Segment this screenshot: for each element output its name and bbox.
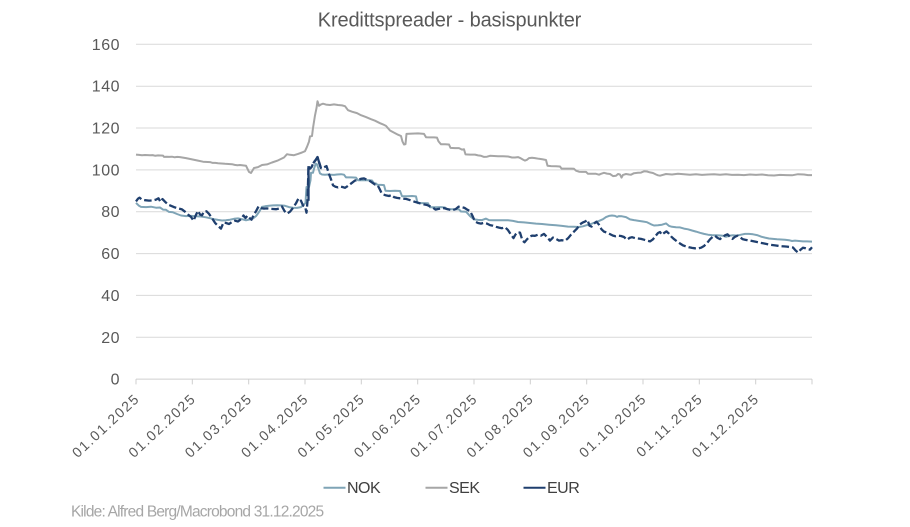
svg-text:NOK: NOK <box>347 480 381 497</box>
svg-text:120: 120 <box>92 121 120 138</box>
svg-text:140: 140 <box>92 79 120 96</box>
svg-text:60: 60 <box>101 246 120 263</box>
svg-text:80: 80 <box>101 204 120 221</box>
svg-text:0: 0 <box>111 372 120 389</box>
svg-text:160: 160 <box>92 37 120 54</box>
svg-text:Kredittspreader - basispunkter: Kredittspreader - basispunkter <box>318 10 582 32</box>
svg-text:40: 40 <box>101 288 120 305</box>
svg-text:100: 100 <box>92 162 120 179</box>
svg-text:20: 20 <box>101 330 120 347</box>
svg-text:EUR: EUR <box>547 480 579 497</box>
svg-text:SEK: SEK <box>449 480 480 497</box>
svg-text:Kilde: Alfred Berg/Macrobond 3: Kilde: Alfred Berg/Macrobond 31.12.2025 <box>71 504 323 521</box>
